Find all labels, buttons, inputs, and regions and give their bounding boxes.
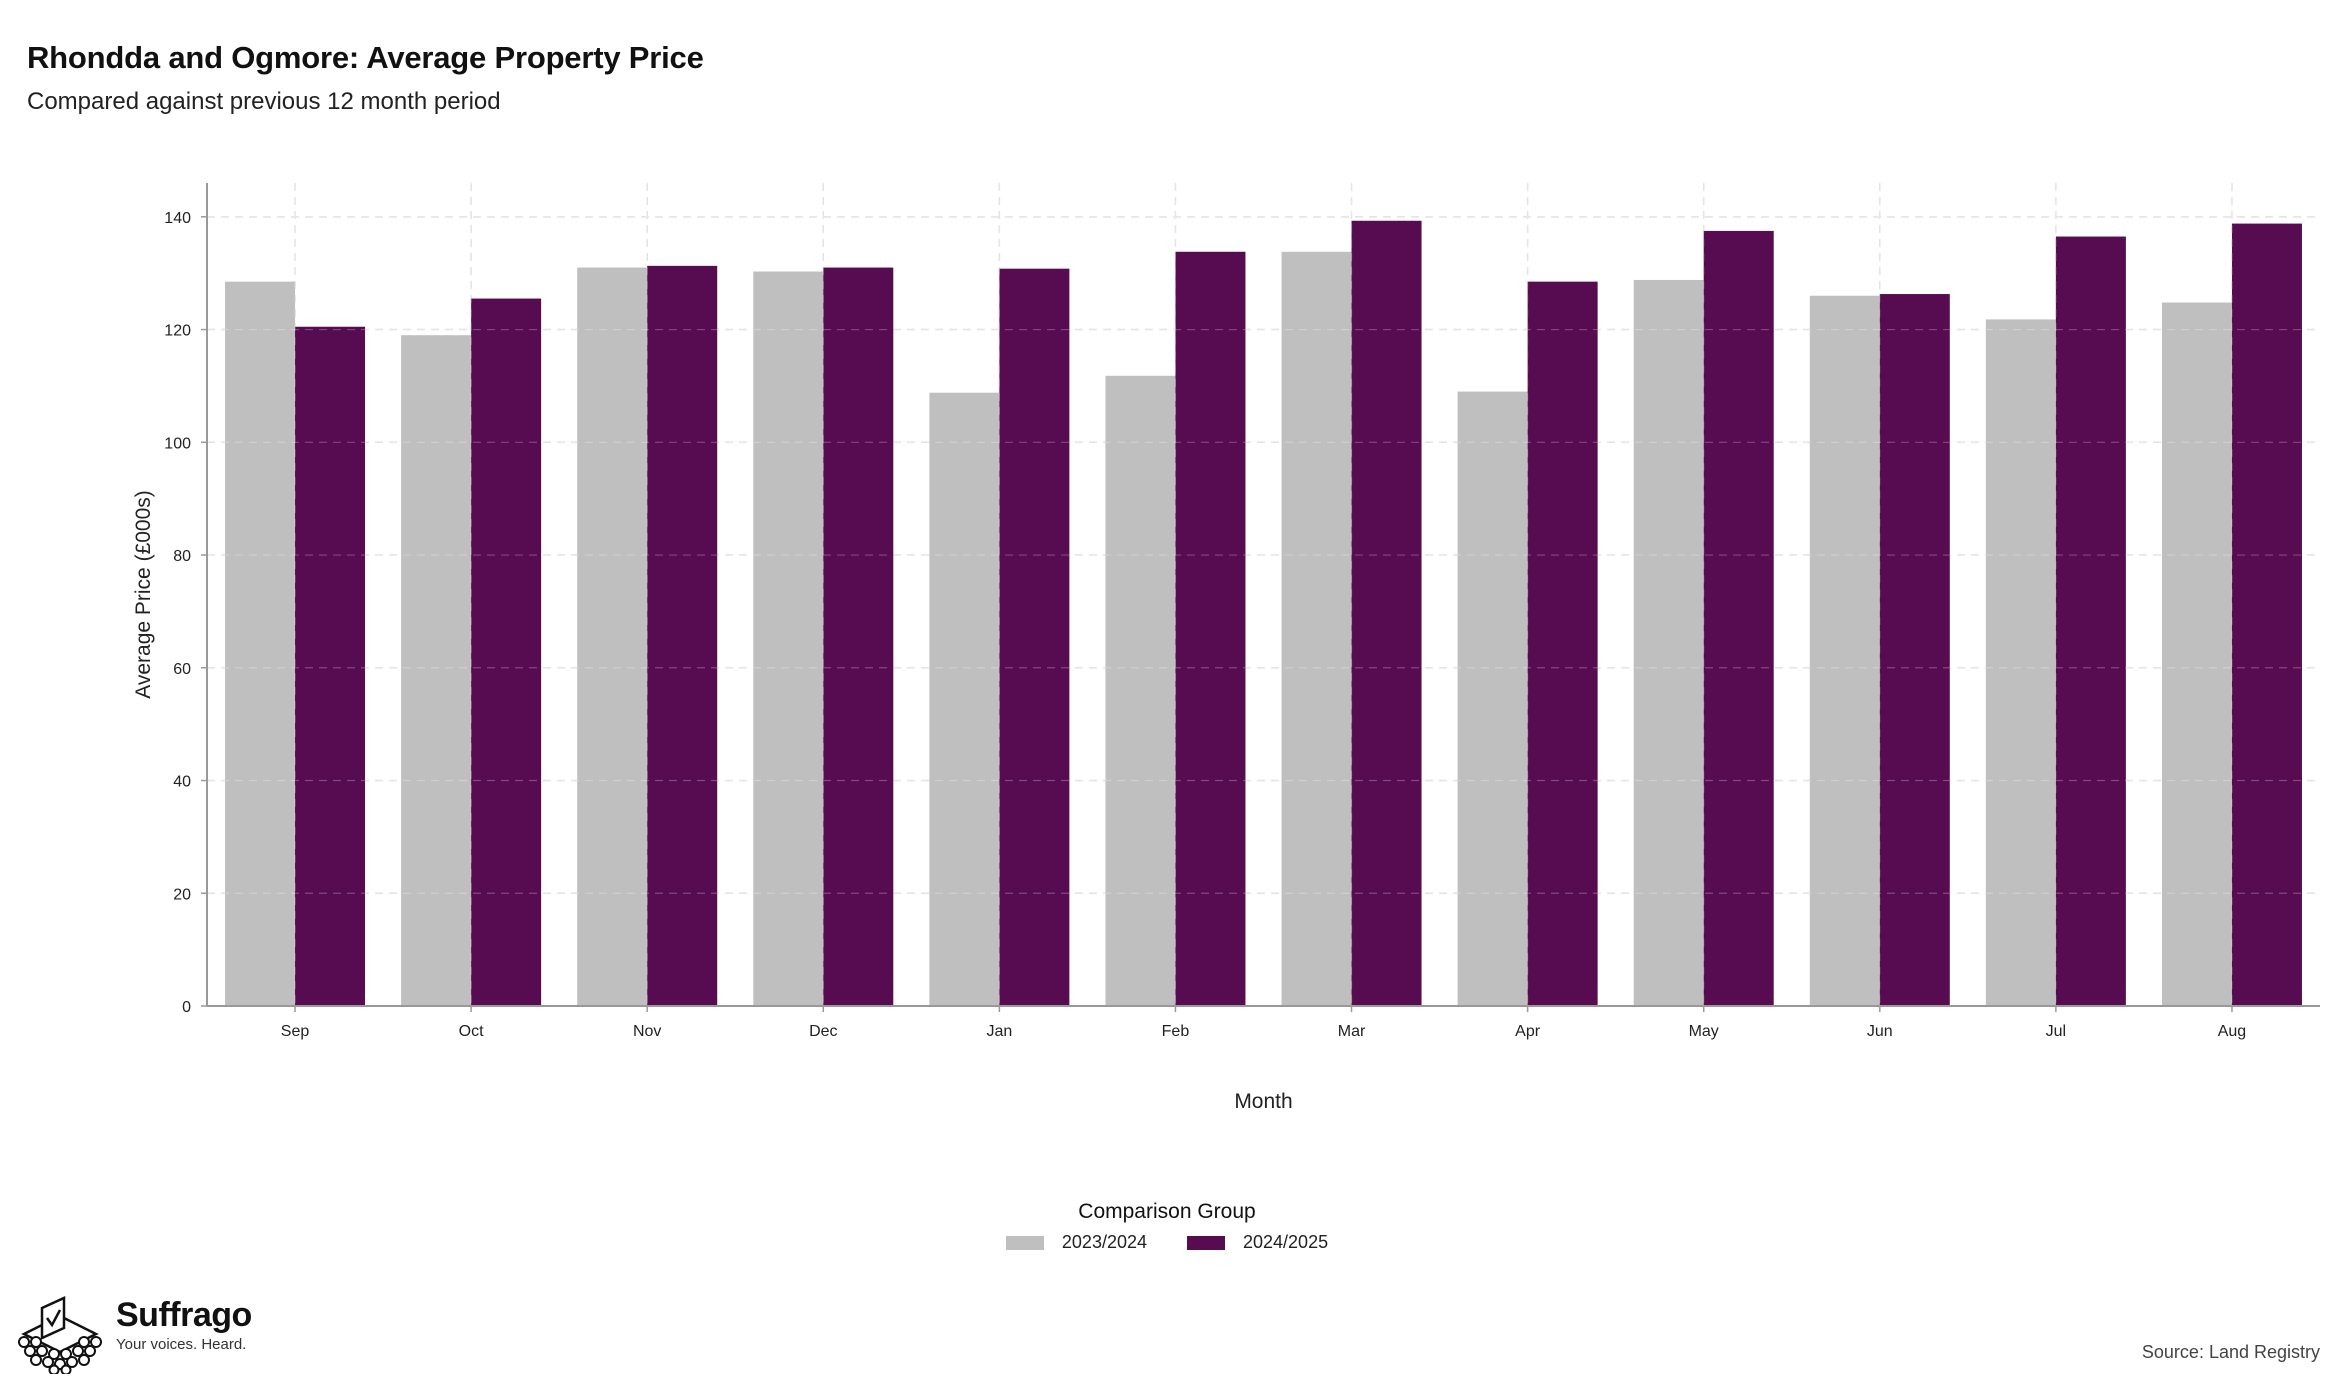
- x-tick-label: Sep: [281, 1023, 310, 1040]
- bar-prior: [1281, 251, 1352, 1006]
- bar-current: [1703, 230, 1774, 1007]
- y-tick-label: 0: [182, 999, 191, 1016]
- x-tick-label: Dec: [809, 1023, 837, 1040]
- y-tick-label: 80: [173, 548, 191, 565]
- bars: [225, 220, 2302, 1007]
- chart-subtitle: Compared against previous 12 month perio…: [27, 88, 501, 115]
- x-tick-label: Jul: [2046, 1023, 2066, 1040]
- bar-prior: [753, 271, 824, 1006]
- bar-current: [647, 265, 718, 1006]
- bar-current: [1879, 294, 1950, 1006]
- y-axis-title: Average Price (£000s): [132, 490, 155, 699]
- y-tick-label: 40: [173, 774, 191, 791]
- y-tick-label: 120: [164, 323, 191, 340]
- bar-current: [1527, 281, 1598, 1007]
- x-tick-label: Feb: [1162, 1023, 1190, 1040]
- brand-text: Suffrago Your voices. Heard.: [116, 1294, 252, 1353]
- x-tick-label: Apr: [1515, 1023, 1541, 1040]
- x-tick-label: Oct: [459, 1023, 484, 1040]
- legend-items: 2023/2024 2024/2025: [1005, 1232, 1328, 1253]
- bar-prior: [1633, 279, 1704, 1006]
- bar-prior: [1809, 295, 1880, 1006]
- bar-chart: 0 20 40 60 80 100 120 140 Sep Oct Nov Dec Jan Feb Mar A…: [132, 183, 2320, 1113]
- tick-labels: 0 20 40 60 80 100 120 140 Sep Oct Nov Dec Jan Feb Mar A…: [164, 210, 2246, 1040]
- bar-current: [1175, 251, 1246, 1006]
- legend: Comparison Group 2023/2024 2024/2025: [0, 1200, 2334, 1255]
- legend-item-prior: 2023/2024: [1005, 1232, 1147, 1253]
- bar-current: [1351, 220, 1422, 1006]
- legend-swatch-current: [1187, 1235, 1225, 1250]
- x-tick-label: Nov: [633, 1023, 661, 1040]
- bar-prior: [1105, 375, 1176, 1007]
- bar-current: [2055, 236, 2126, 1006]
- y-tick-label: 60: [173, 661, 191, 678]
- x-tick-label: Jun: [1867, 1023, 1893, 1040]
- y-tick-label: 20: [173, 886, 191, 903]
- x-tick-label: May: [1689, 1023, 1719, 1040]
- source-note: Source: Land Registry: [2141, 1342, 2320, 1362]
- legend-label-prior: 2023/2024: [1061, 1232, 1147, 1252]
- bar-prior: [929, 392, 1000, 1006]
- y-tick-label: 100: [164, 435, 191, 452]
- brand: Suffrago Your voices. Heard.: [14, 1294, 252, 1379]
- ballot-box-icon: [14, 1294, 106, 1379]
- bar-current: [999, 268, 1070, 1006]
- bar-prior: [1985, 319, 2056, 1007]
- y-tick-label: 140: [164, 210, 191, 227]
- bar-prior: [1457, 391, 1528, 1006]
- legend-swatch-prior: [1005, 1235, 1044, 1250]
- legend-item-current: 2024/2025: [1187, 1232, 1328, 1253]
- x-axis-title: Month: [1234, 1090, 1292, 1113]
- x-tick-label: Jan: [986, 1023, 1012, 1040]
- brand-name: Suffrago: [116, 1296, 252, 1334]
- bar-prior: [2161, 302, 2232, 1006]
- axes: [201, 183, 2320, 1012]
- bar-current: [2231, 223, 2302, 1006]
- bar-current: [471, 298, 542, 1006]
- bar-current: [295, 326, 366, 1006]
- bar-current: [823, 267, 894, 1006]
- bar-prior: [401, 335, 472, 1007]
- legend-label-current: 2024/2025: [1243, 1232, 1329, 1252]
- bar-prior: [225, 281, 296, 1007]
- bar-prior: [577, 267, 648, 1006]
- x-tick-label: Aug: [2218, 1023, 2246, 1040]
- legend-title: Comparison Group: [1078, 1200, 1256, 1223]
- x-tick-label: Mar: [1338, 1023, 1366, 1040]
- brand-tagline: Your voices. Heard.: [116, 1336, 247, 1353]
- chart-title: Rhondda and Ogmore: Average Property Pri…: [27, 40, 704, 75]
